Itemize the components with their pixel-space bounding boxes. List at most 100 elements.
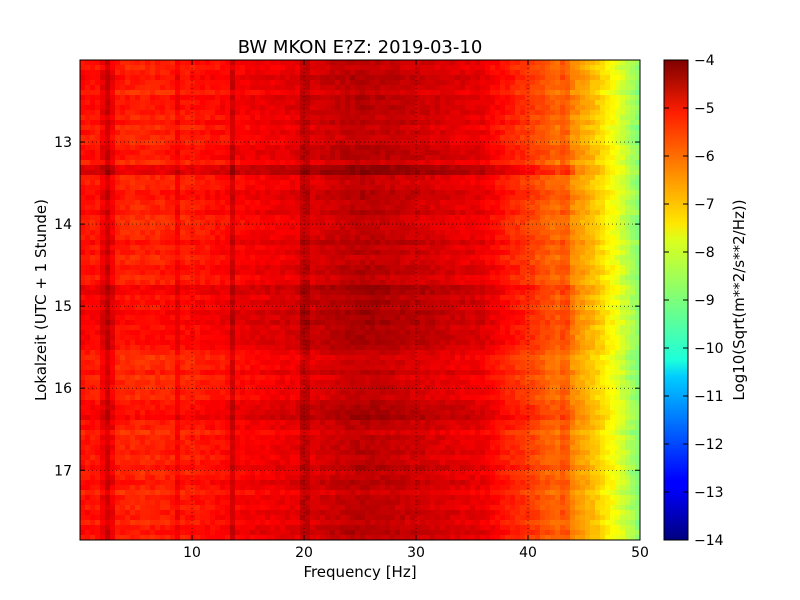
heatmap-cell — [195, 280, 201, 286]
heatmap-cell — [110, 195, 116, 201]
heatmap-cell — [355, 250, 361, 256]
heatmap-cell — [620, 250, 626, 256]
heatmap-cell — [405, 225, 411, 231]
heatmap-cell — [345, 60, 351, 66]
heatmap-cell — [515, 95, 521, 101]
heatmap-cell — [175, 170, 181, 176]
heatmap-cell — [215, 170, 221, 176]
heatmap-cell — [450, 140, 456, 146]
heatmap-cell — [455, 100, 461, 106]
heatmap-cell — [440, 220, 446, 226]
heatmap-cell — [610, 105, 616, 111]
heatmap-cell — [145, 220, 151, 226]
heatmap-cell — [295, 140, 301, 146]
heatmap-cell — [550, 235, 556, 241]
heatmap-cell — [120, 230, 126, 236]
heatmap-cell — [280, 130, 286, 136]
heatmap-cell — [590, 170, 596, 176]
heatmap-cell — [420, 110, 426, 116]
heatmap-cell — [495, 160, 501, 166]
heatmap-cell — [475, 160, 481, 166]
heatmap-cell — [375, 215, 381, 221]
heatmap-cell — [330, 185, 336, 191]
heatmap-cell — [360, 215, 366, 221]
heatmap-cell — [350, 260, 356, 266]
heatmap-cell — [435, 230, 441, 236]
heatmap-cell — [390, 165, 396, 171]
heatmap-cell — [130, 165, 136, 171]
heatmap-cell — [310, 85, 316, 91]
heatmap-cell — [575, 205, 581, 211]
heatmap-cell — [520, 165, 526, 171]
heatmap-cell — [445, 140, 451, 146]
heatmap-cell — [555, 215, 561, 221]
heatmap-cell — [325, 160, 331, 166]
heatmap-cell — [395, 125, 401, 131]
heatmap-cell — [465, 240, 471, 246]
heatmap-cell — [610, 175, 616, 181]
heatmap-cell — [335, 130, 341, 136]
heatmap-cell — [420, 240, 426, 246]
heatmap-cell — [185, 80, 191, 86]
heatmap-cell — [350, 270, 356, 276]
heatmap-cell — [230, 95, 236, 101]
heatmap-cell — [195, 150, 201, 156]
heatmap-cell — [240, 215, 246, 221]
heatmap-cell — [560, 270, 566, 276]
heatmap-cell — [360, 180, 366, 186]
heatmap-cell — [105, 115, 111, 121]
heatmap-cell — [505, 265, 511, 271]
heatmap-cell — [305, 230, 311, 236]
heatmap-cell — [140, 130, 146, 136]
heatmap-cell — [615, 145, 621, 151]
heatmap-cell — [490, 95, 496, 101]
heatmap-cell — [575, 255, 581, 261]
heatmap-cell — [175, 270, 181, 276]
heatmap-cell — [145, 240, 151, 246]
heatmap-cell — [300, 250, 306, 256]
heatmap-cell — [270, 190, 276, 196]
heatmap-cell — [415, 110, 421, 116]
heatmap-cell — [265, 120, 271, 126]
heatmap-cell — [545, 115, 551, 121]
heatmap-cell — [250, 90, 256, 96]
heatmap-cell — [470, 220, 476, 226]
heatmap-cell — [215, 265, 221, 271]
heatmap-cell — [385, 100, 391, 106]
heatmap-cell — [455, 265, 461, 271]
heatmap-cell — [490, 105, 496, 111]
heatmap-cell — [335, 240, 341, 246]
heatmap-cell — [110, 140, 116, 146]
heatmap-cell — [610, 255, 616, 261]
heatmap-cell — [260, 200, 266, 206]
heatmap-cell — [160, 185, 166, 191]
heatmap-cell — [630, 250, 636, 256]
heatmap-cell — [450, 100, 456, 106]
heatmap-cell — [220, 75, 226, 81]
heatmap-cell — [360, 60, 366, 66]
heatmap-cell — [180, 140, 186, 146]
heatmap-cell — [620, 215, 626, 221]
heatmap-cell — [245, 110, 251, 116]
heatmap-cell — [515, 230, 521, 236]
heatmap-cell — [605, 160, 611, 166]
heatmap-cell — [510, 170, 516, 176]
heatmap-cell — [335, 265, 341, 271]
heatmap-cell — [555, 85, 561, 91]
heatmap-cell — [460, 250, 466, 256]
heatmap-cell — [220, 190, 226, 196]
heatmap-cell — [375, 150, 381, 156]
heatmap-cell — [220, 115, 226, 121]
heatmap-cell — [105, 270, 111, 276]
heatmap-cell — [445, 180, 451, 186]
heatmap-cell — [255, 135, 261, 141]
heatmap-cell — [370, 130, 376, 136]
heatmap-cell — [200, 215, 206, 221]
heatmap-cell — [120, 215, 126, 221]
heatmap-cell — [320, 60, 326, 66]
heatmap-cell — [350, 235, 356, 241]
heatmap-cell — [475, 170, 481, 176]
heatmap-cell — [475, 220, 481, 226]
heatmap-cell — [370, 230, 376, 236]
heatmap-cell — [355, 230, 361, 236]
